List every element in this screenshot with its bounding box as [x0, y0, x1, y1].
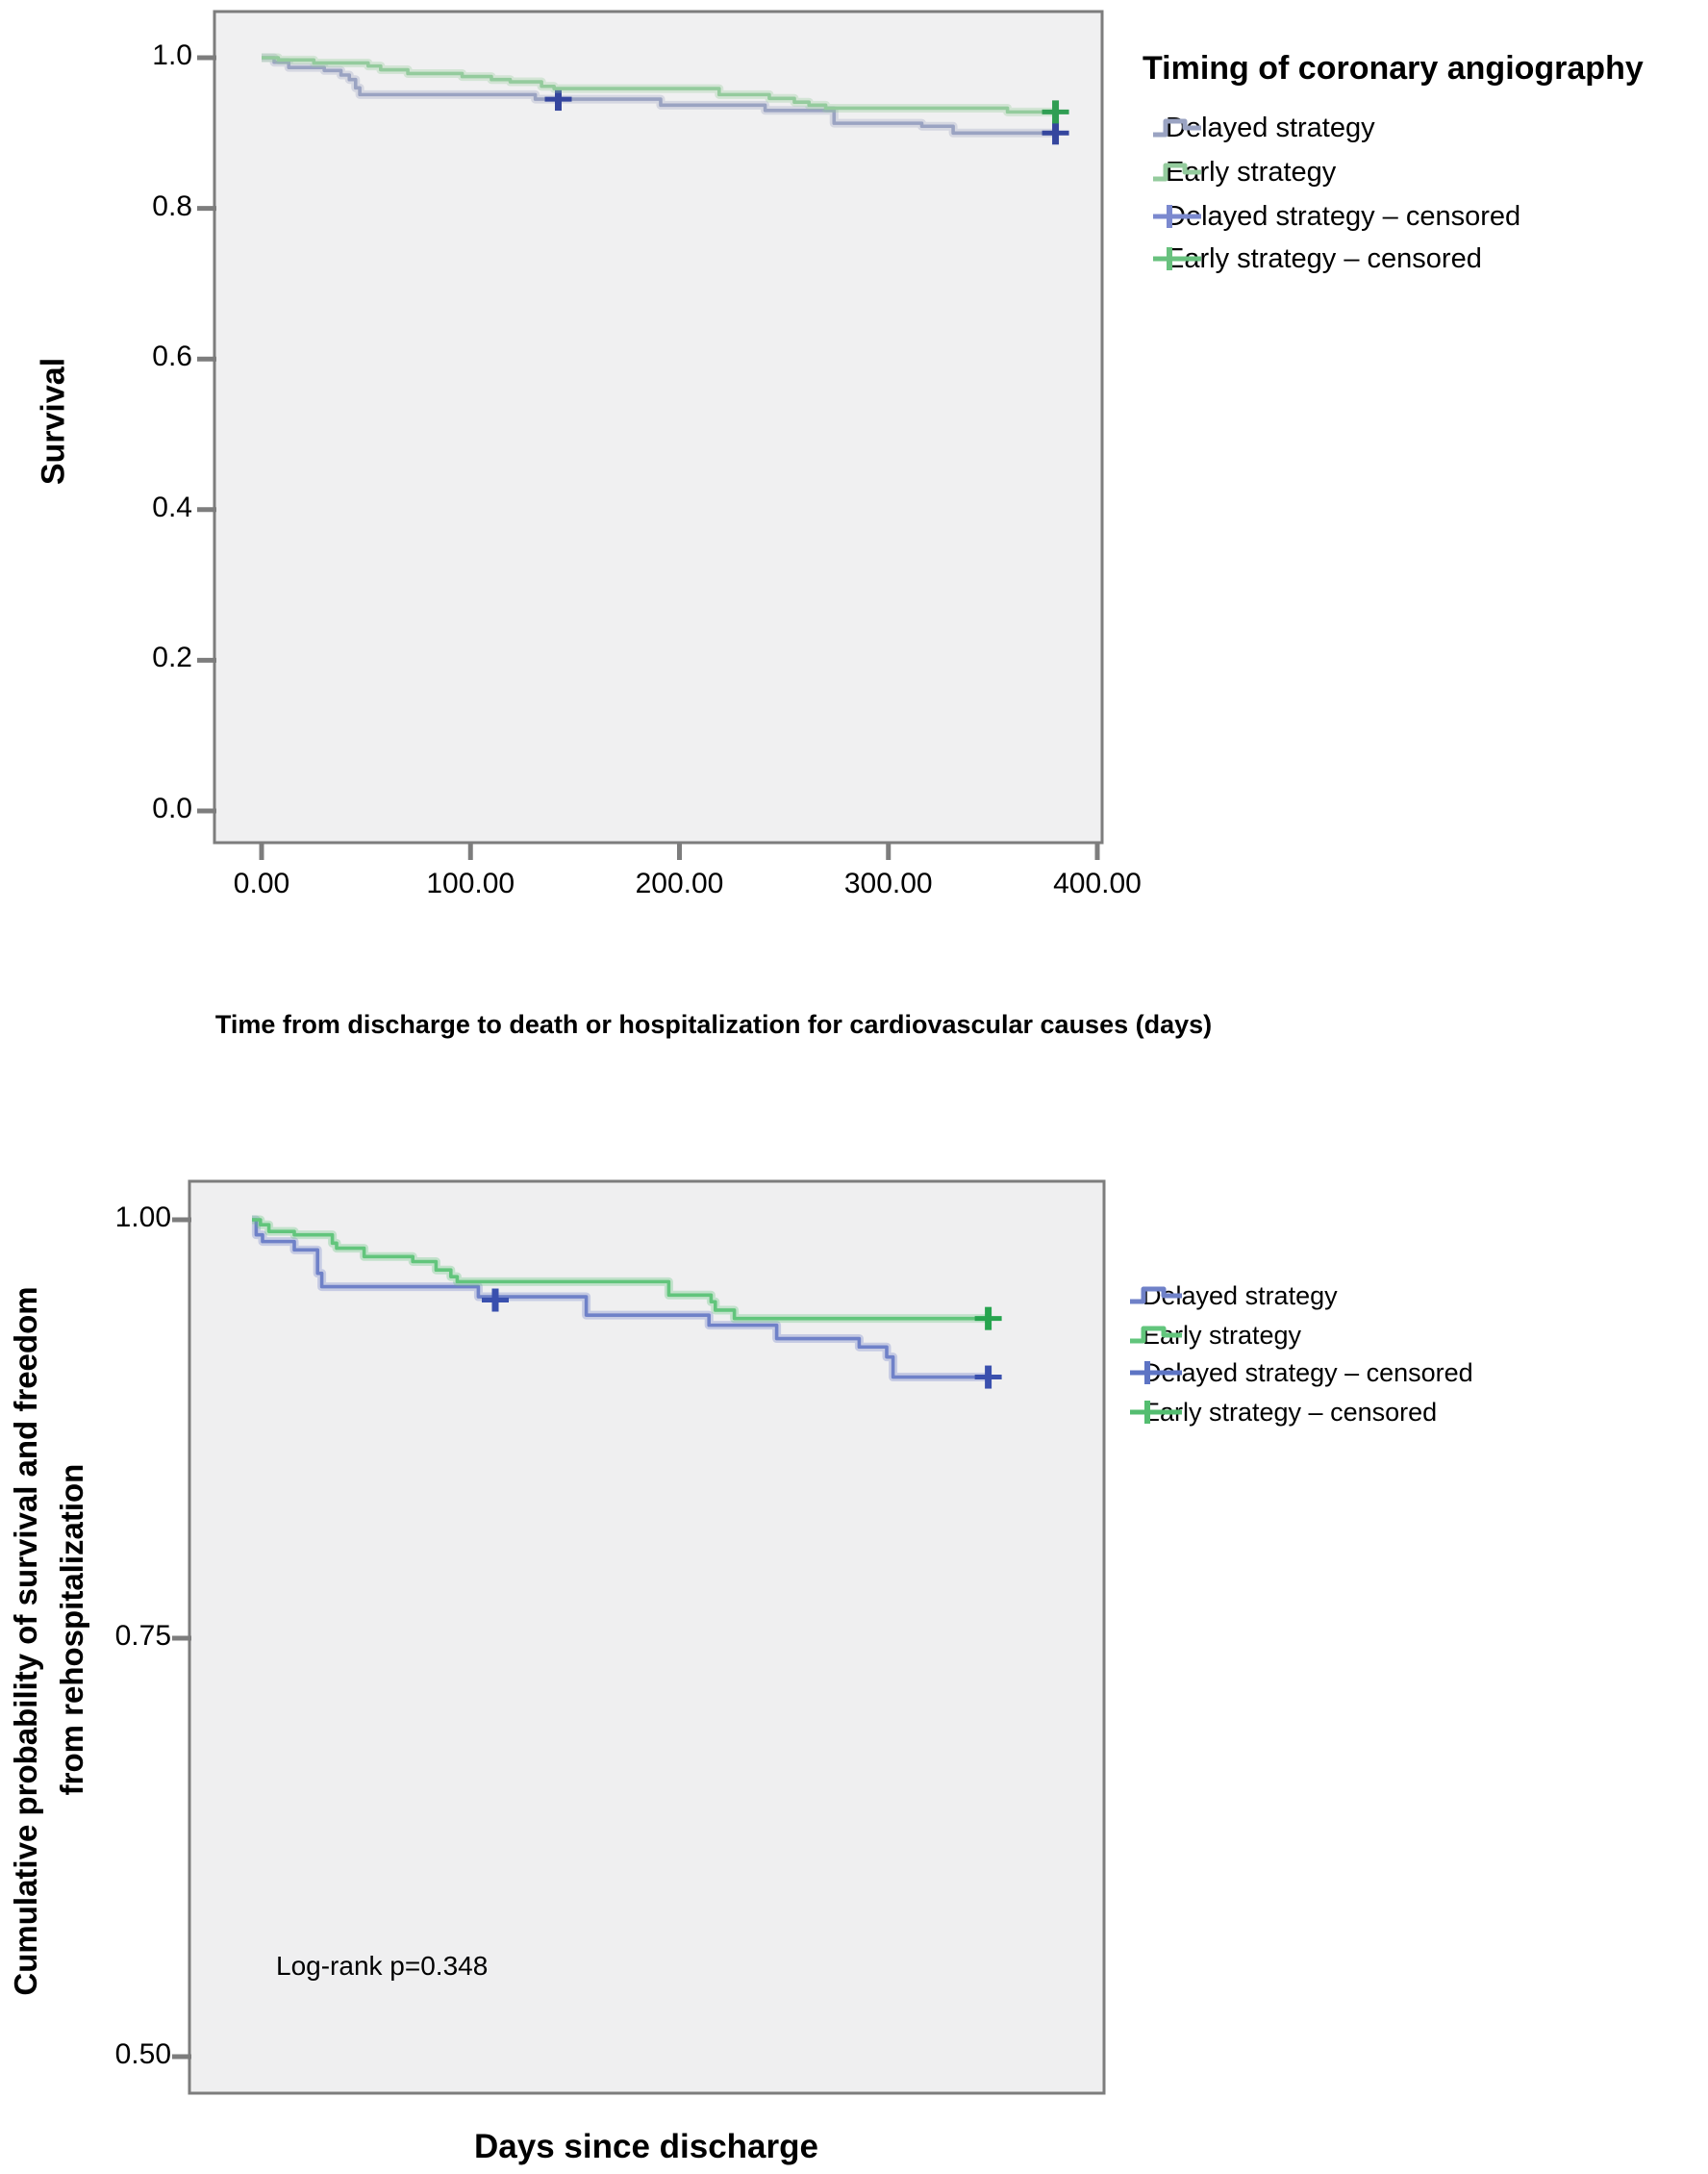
y-tick-label: 1.00 [114, 1201, 171, 1233]
y-tick-label: 0.2 [152, 642, 192, 674]
top-legend-title: Timing of coronary angiography [1143, 50, 1644, 87]
bottom-plot-area [188, 1179, 1106, 2095]
y-tick-label: 0.8 [152, 190, 192, 222]
y-tick-label: 0.4 [152, 491, 192, 523]
delayed-censored-plus-icon [1153, 205, 1201, 228]
bottom-legend-item-early-censored: Early strategy – censored [1127, 1398, 1437, 1428]
bottom-legend-item-delayed-censored: Delayed strategy – censored [1127, 1358, 1473, 1388]
log-rank-annotation: Log-rank p=0.348 [276, 1951, 489, 1981]
top-x-axis-title: Time from discharge to death or hospital… [214, 1010, 1213, 1039]
bottom-legend-label: Delayed strategy – censored [1143, 1358, 1473, 1387]
top-legend-item-delayed: Delayed strategy [1150, 113, 1375, 144]
x-tick-label: 0.00 [233, 868, 290, 899]
y-tick-label: 0.75 [114, 1620, 171, 1652]
early-step-icon [1153, 163, 1201, 182]
x-tick-label: 400.00 [1053, 868, 1142, 899]
top-legend-label: Delayed strategy – censored [1166, 201, 1521, 232]
x-tick-label: 200.00 [635, 868, 724, 899]
early-censored-plus-icon [1153, 247, 1201, 270]
top-plot-series [197, 53, 1100, 860]
early-strategy-curve [252, 1218, 989, 1321]
delayed-censored-plus-icon [1130, 1361, 1182, 1384]
top-legend-item-early-censored: Early strategy – censored [1150, 243, 1482, 275]
top-legend-item-early: Early strategy [1150, 157, 1336, 189]
early-strategy-curve [262, 56, 1056, 114]
top-legend-label: Early strategy – censored [1166, 243, 1482, 274]
y-tick-label: 0.50 [114, 2038, 171, 2070]
y-tick-label: 0.0 [152, 793, 192, 824]
delayed-step-icon [1130, 1286, 1182, 1304]
x-tick-label: 300.00 [843, 868, 933, 899]
bottom-x-axis-title: Days since discharge [474, 2128, 818, 2165]
x-tick-label: 100.00 [426, 868, 515, 899]
top-y-axis-title: Survival [35, 357, 72, 486]
y-tick-label: 1.0 [152, 39, 192, 71]
bottom-legend-label: Early strategy – censored [1143, 1398, 1438, 1427]
delayed-step-icon [1153, 118, 1201, 138]
bottom-plot-series [172, 1215, 1002, 2060]
top-plot-area [213, 10, 1104, 845]
top-legend-item-delayed-censored: Delayed strategy – censored [1150, 201, 1520, 233]
early-step-icon [1130, 1326, 1182, 1344]
y-tick-label: 0.6 [152, 341, 192, 373]
delayed-strategy-curve [252, 1218, 989, 1379]
bottom-legend-item-delayed: Delayed strategy [1127, 1281, 1338, 1311]
bottom-legend-item-early: Early strategy [1127, 1321, 1301, 1351]
delayed-strategy-curve [262, 56, 1056, 136]
early-censored-plus-icon [1130, 1401, 1182, 1424]
